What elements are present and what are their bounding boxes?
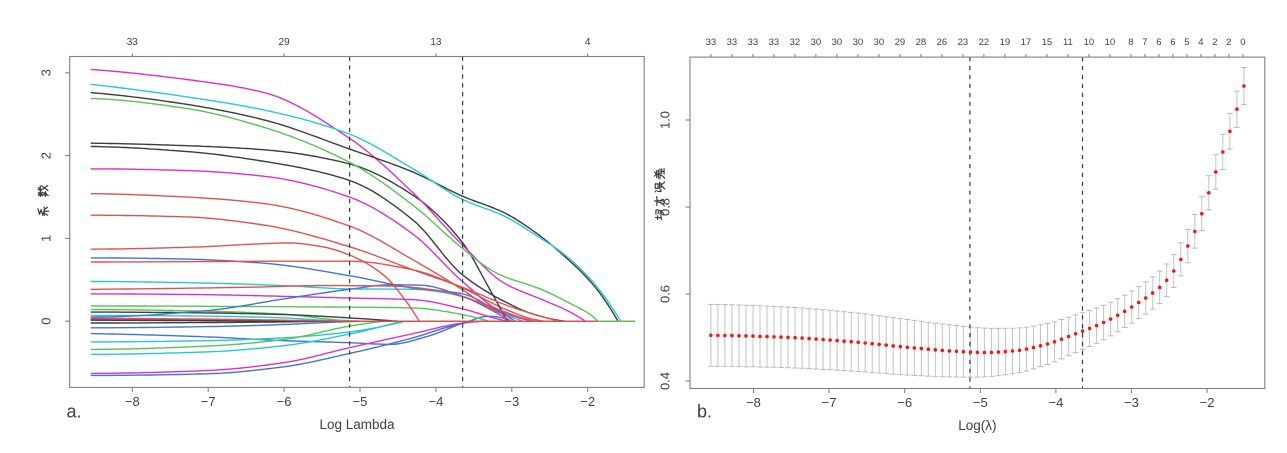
svg-text:−8: −8 — [125, 394, 140, 409]
svg-text:15: 15 — [1042, 37, 1053, 48]
svg-text:8: 8 — [1128, 37, 1133, 48]
svg-text:33: 33 — [127, 37, 139, 48]
svg-text:17: 17 — [1021, 37, 1032, 48]
svg-text:33: 33 — [727, 37, 738, 48]
svg-text:30: 30 — [832, 37, 843, 48]
svg-text:−3: −3 — [1124, 395, 1139, 410]
svg-text:−5: −5 — [353, 394, 368, 409]
svg-text:−7: −7 — [822, 395, 837, 410]
svg-text:28: 28 — [916, 37, 927, 48]
svg-text:30: 30 — [874, 37, 885, 48]
svg-text:0: 0 — [39, 318, 54, 325]
svg-text:2: 2 — [1212, 37, 1217, 48]
svg-text:30: 30 — [811, 37, 822, 48]
svg-text:−5: −5 — [973, 395, 988, 410]
svg-text:Log(λ): Log(λ) — [958, 418, 996, 433]
svg-text:−4: −4 — [1048, 395, 1063, 410]
svg-text:4: 4 — [585, 37, 591, 48]
svg-text:33: 33 — [769, 37, 780, 48]
svg-text:6: 6 — [1156, 37, 1161, 48]
svg-text:33: 33 — [748, 37, 759, 48]
svg-text:−6: −6 — [897, 395, 912, 410]
svg-text:2: 2 — [1226, 37, 1231, 48]
svg-text:0: 0 — [1240, 37, 1245, 48]
svg-text:−6: −6 — [277, 394, 292, 409]
svg-text:0.4: 0.4 — [658, 372, 673, 390]
svg-text:4: 4 — [1198, 37, 1203, 48]
svg-text:19: 19 — [1000, 37, 1011, 48]
svg-text:7: 7 — [1142, 37, 1147, 48]
svg-text:13: 13 — [430, 37, 442, 48]
svg-text:29: 29 — [895, 37, 906, 48]
svg-text:10: 10 — [1084, 37, 1095, 48]
svg-text:33: 33 — [706, 37, 717, 48]
svg-text:22: 22 — [979, 37, 990, 48]
svg-text:a.: a. — [67, 402, 82, 422]
svg-text:10: 10 — [1105, 37, 1116, 48]
svg-text:1: 1 — [39, 235, 54, 242]
svg-text:Log Lambda: Log Lambda — [319, 417, 395, 432]
svg-text:26: 26 — [937, 37, 948, 48]
svg-text:2: 2 — [39, 152, 54, 159]
svg-text:6: 6 — [1170, 37, 1175, 48]
svg-text:5: 5 — [1184, 37, 1189, 48]
svg-text:−4: −4 — [428, 394, 443, 409]
svg-text:0.6: 0.6 — [658, 285, 673, 303]
svg-text:−3: −3 — [504, 394, 519, 409]
svg-text:29: 29 — [279, 37, 291, 48]
svg-text:11: 11 — [1063, 37, 1073, 48]
svg-text:b.: b. — [697, 402, 712, 422]
svg-text:32: 32 — [790, 37, 801, 48]
svg-text:−2: −2 — [1200, 395, 1215, 410]
svg-text:−2: −2 — [580, 394, 595, 409]
svg-text:23: 23 — [958, 37, 969, 48]
svg-text:30: 30 — [853, 37, 864, 48]
svg-text:−8: −8 — [746, 395, 761, 410]
svg-text:1.0: 1.0 — [658, 111, 673, 129]
svg-text:−7: −7 — [201, 394, 216, 409]
svg-text:3: 3 — [39, 69, 54, 76]
